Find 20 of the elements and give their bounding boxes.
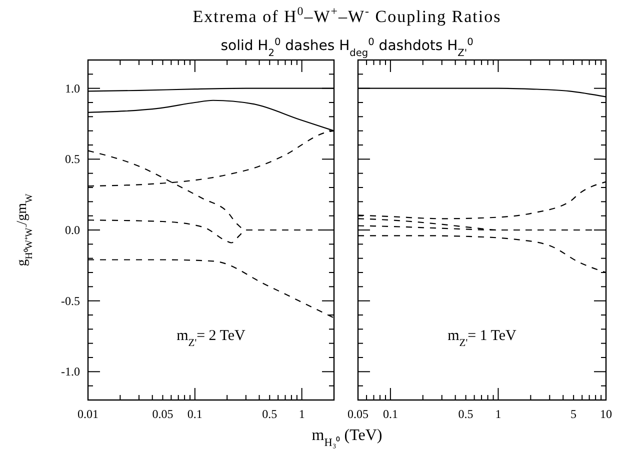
x-axis-title: m$_{H₃⁰}$ (TeV) [312, 427, 382, 449]
y-tick-label: 0.0 [65, 223, 80, 237]
y-tick-label: 0.5 [65, 152, 80, 166]
annotation: m$_{Z'}$= 2 TeV [176, 328, 246, 348]
x-tick-label: 0.01 [78, 407, 98, 421]
y-tick-label: -0.5 [61, 294, 80, 308]
x-tick-label: 0.05 [348, 407, 368, 421]
x-tick-label: 0.5 [262, 407, 278, 421]
x-tick-label: 0.5 [458, 407, 474, 421]
x-tick-label: 5 [570, 407, 577, 421]
x-tick-label: 1 [298, 407, 305, 421]
annotation: m$_{Z'}$= 1 TeV [448, 328, 517, 348]
x-tick-label: 1 [495, 407, 502, 421]
x-tick-label: 0.1 [187, 407, 202, 421]
x-tick-label: 10 [600, 407, 612, 421]
y-tick-label: 1.0 [65, 81, 80, 96]
chart-title: Extrema of H$^{0}$–W$^{+}$–W$^{-}$ Coupling Ratios [192, 4, 502, 26]
y-tick-label: -1.0 [61, 364, 80, 379]
x-tick-label: 0.05 [152, 407, 174, 421]
x-tick-label: 0.1 [382, 407, 398, 421]
